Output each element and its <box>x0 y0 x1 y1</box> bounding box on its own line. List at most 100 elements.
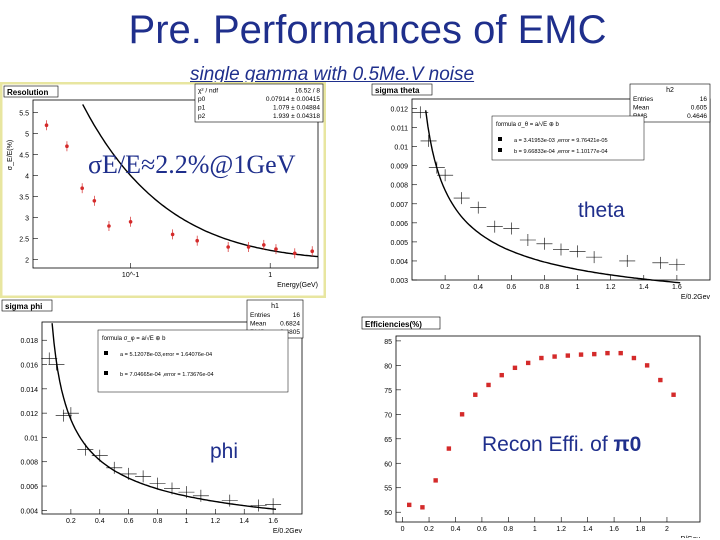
legend-box <box>97 329 289 393</box>
efficiency-annotation: Recon Effi. of π0 <box>482 433 641 457</box>
stats-name: h2 <box>666 87 674 94</box>
data-point <box>668 258 685 271</box>
y-tick-label: 50 <box>384 510 392 517</box>
y-tick-label: 4.5 <box>19 153 29 160</box>
data-point <box>221 494 238 507</box>
data-point <box>265 498 282 511</box>
data-point <box>619 254 636 267</box>
data-point <box>428 161 445 174</box>
x-tick-label: 0.4 <box>473 284 483 291</box>
chart-title: sigma theta <box>375 86 420 95</box>
y-tick-label: 0.01 <box>24 435 38 442</box>
theta-panel: sigma theta 0.003 0.004 0.005 0.006 0.007 0.00… <box>370 82 712 304</box>
y-tick-label: 0.006 <box>390 221 408 228</box>
data-point <box>433 478 438 483</box>
stats-value: 1.079 ± 0.04884 <box>273 105 320 112</box>
x-tick-label: 0.8 <box>540 284 550 291</box>
stats-value: 0.6824 <box>280 321 300 328</box>
stats-box <box>629 83 711 123</box>
x-tick-label: 0.6 <box>477 526 487 533</box>
x-tick-label: 0.2 <box>440 284 450 291</box>
plot-area <box>411 98 711 281</box>
x-tick-label: 0.6 <box>506 284 516 291</box>
data-point <box>192 489 209 502</box>
stats-value: 16 <box>293 312 301 319</box>
x-tick-label: 0.6 <box>124 518 134 525</box>
y-tick-label: 0.009 <box>390 164 408 171</box>
stats-value: 0.4805 <box>280 329 300 336</box>
data-point <box>44 123 49 127</box>
y-tick-label: 0.016 <box>20 363 38 370</box>
x-tick-label: 10^-1 <box>122 272 139 279</box>
y-tick-label: 0.012 <box>390 107 408 114</box>
stats-key: p1 <box>198 105 206 112</box>
data-point <box>62 407 79 420</box>
plot-area <box>41 321 303 515</box>
y-tick-label: 4 <box>25 174 29 181</box>
fit-curve <box>82 104 319 258</box>
data-point <box>512 365 518 371</box>
stats-key: Mean <box>633 105 650 112</box>
stats-key: Entries <box>633 96 654 103</box>
x-tick-label: 0.4 <box>451 526 461 533</box>
stats-value: 0.605 <box>691 105 708 112</box>
y-tick-label: 0.007 <box>390 202 408 209</box>
x-tick-label: 0.2 <box>424 526 434 533</box>
data-point <box>420 134 437 147</box>
legend-marker <box>104 371 108 375</box>
y-tick-label: 0.004 <box>390 259 408 266</box>
data-point <box>178 486 195 499</box>
y-tick-label: 0.011 <box>391 126 408 133</box>
x-tick-label: 1 <box>576 284 580 291</box>
y-tick-label: 0.005 <box>390 240 408 247</box>
data-point <box>586 251 603 264</box>
data-point <box>578 352 584 357</box>
x-tick-label: 0.2 <box>66 518 76 525</box>
data-point <box>170 232 175 237</box>
data-point <box>658 377 663 383</box>
y-tick-label: 0.003 <box>390 278 408 285</box>
data-point <box>437 169 454 182</box>
stats-key: p0 <box>198 96 206 103</box>
x-tick-label: 2 <box>665 526 669 533</box>
data-point <box>274 247 278 251</box>
data-point <box>552 354 557 359</box>
chart-title: sigma phi <box>5 302 42 311</box>
data-point <box>41 352 58 365</box>
x-tick-label: 0.8 <box>153 518 163 525</box>
data-point <box>164 482 180 495</box>
y-tick-label: 0.006 <box>20 484 38 491</box>
x-tick-label: 1.4 <box>239 518 249 525</box>
resolution-panel: Resolution 2 2.5 3 3.5 4 4.5 5 5.5 10^-1 1 Energy(G… <box>0 82 326 298</box>
efficiency-chart: Efficiencies(%) 50 55 60 65 70 75 80 85 0 0.2 0.4 0.… <box>361 316 700 538</box>
x-tick-label: 1.4 <box>639 284 649 291</box>
y-tick-label: 3 <box>25 216 29 223</box>
data-point <box>671 392 676 397</box>
data-point <box>631 355 637 361</box>
data-point <box>553 243 569 256</box>
data-point <box>499 372 504 378</box>
data-point <box>525 360 531 366</box>
legend-entry: a = 3.41953e-03 ,error = 9.76421e-05 <box>514 138 608 144</box>
data-point <box>106 461 123 474</box>
stats-value: 1.939 ± 0.04318 <box>273 113 320 120</box>
legend-box <box>491 115 645 161</box>
phi-annotation: phi <box>210 440 239 463</box>
chart-title-box <box>361 316 441 330</box>
data-point <box>473 392 478 397</box>
sigma-theta-chart: sigma theta 0.003 0.004 0.005 0.006 0.007 0.00… <box>371 83 711 301</box>
y-tick-label: 0.008 <box>390 183 408 190</box>
x-tick-label: 1.2 <box>556 526 566 533</box>
x-tick-label: 1.2 <box>210 518 220 525</box>
data-point <box>77 443 94 456</box>
data-point <box>644 363 650 368</box>
data-point <box>605 350 610 356</box>
x-tick-label: 1 <box>533 526 537 533</box>
data-point <box>618 350 623 356</box>
y-tick-label: 3.5 <box>19 195 29 202</box>
chart-title: Efficiencies(%) <box>365 320 422 329</box>
page-subtitle: single gamma with 0.5Me.V noise <box>190 64 475 85</box>
y-tick-label: 0.01 <box>394 145 408 152</box>
data-point <box>486 220 503 233</box>
y-tick-label: 80 <box>384 363 392 370</box>
